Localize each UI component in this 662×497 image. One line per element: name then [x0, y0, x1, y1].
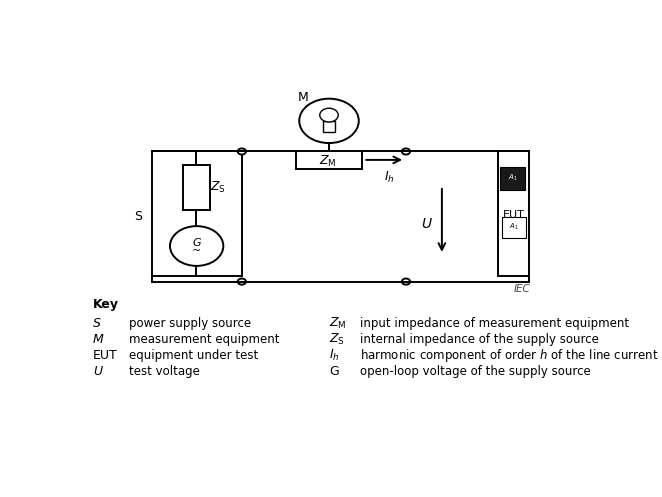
Text: power supply source: power supply source: [129, 317, 251, 330]
Text: IEC: IEC: [513, 284, 530, 294]
Text: S: S: [134, 210, 142, 223]
Circle shape: [238, 149, 246, 155]
Text: $Z_\mathrm{M}$: $Z_\mathrm{M}$: [318, 154, 336, 169]
Text: G: G: [193, 238, 201, 248]
Text: $A_1$: $A_1$: [509, 222, 518, 233]
Text: EUT: EUT: [502, 210, 525, 220]
Circle shape: [299, 99, 359, 143]
Text: open-loop voltage of the supply source: open-loop voltage of the supply source: [360, 365, 591, 378]
Text: $I_h$: $I_h$: [385, 170, 395, 185]
Text: $Z_\mathrm{S}$: $Z_\mathrm{S}$: [329, 332, 345, 347]
Circle shape: [402, 149, 410, 155]
Text: $U$: $U$: [93, 365, 104, 378]
Bar: [323, 121, 335, 132]
Bar: [296, 152, 362, 168]
Text: measurement equipment: measurement equipment: [129, 333, 279, 346]
Text: $A_1$: $A_1$: [508, 173, 518, 183]
Text: Key: Key: [93, 298, 119, 311]
Text: S: S: [93, 317, 101, 330]
Text: input impedance of measurement equipment: input impedance of measurement equipment: [360, 317, 629, 330]
Circle shape: [402, 278, 410, 285]
Circle shape: [170, 226, 223, 266]
Bar: [183, 165, 210, 210]
Text: $U$: $U$: [420, 217, 432, 231]
Text: M: M: [298, 91, 308, 104]
Text: $I_h$: $I_h$: [329, 348, 340, 363]
Text: ~: ~: [192, 246, 201, 255]
Bar: [500, 167, 525, 190]
Text: test voltage: test voltage: [129, 365, 200, 378]
Circle shape: [238, 278, 246, 285]
Text: G: G: [329, 365, 339, 378]
Circle shape: [320, 108, 338, 122]
Text: M: M: [93, 333, 104, 346]
Bar: [152, 152, 242, 276]
Text: $Z_\mathrm{M}$: $Z_\mathrm{M}$: [329, 316, 347, 331]
Text: $Z_\mathrm{S}$: $Z_\mathrm{S}$: [210, 180, 226, 195]
Text: internal impedance of the supply source: internal impedance of the supply source: [360, 333, 598, 346]
Text: harmonic component of order $h$ of the line current: harmonic component of order $h$ of the l…: [360, 347, 658, 364]
Text: equipment under test: equipment under test: [129, 349, 258, 362]
Text: EUT: EUT: [93, 349, 118, 362]
Bar: [498, 152, 529, 276]
Bar: [502, 217, 526, 238]
